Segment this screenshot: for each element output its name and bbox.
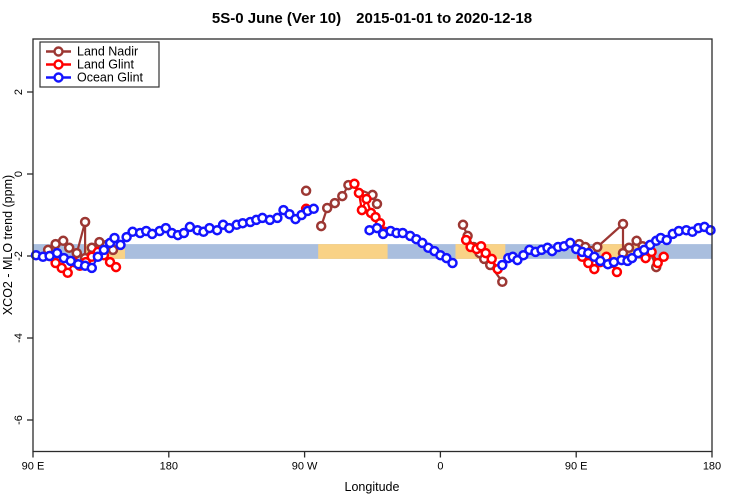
land-glint-point xyxy=(658,251,669,263)
legend-label-ocean-glint: Ocean Glint xyxy=(77,71,144,85)
legend-item-land-nadir: Land Nadir xyxy=(46,45,138,59)
ocean-glint-point xyxy=(371,222,383,234)
legend-item-land-glint: Land Glint xyxy=(46,58,135,72)
land-glint-point xyxy=(652,257,663,269)
ocean-glint-point xyxy=(109,232,120,244)
ocean-glint-point xyxy=(92,251,104,263)
land-glint-point xyxy=(110,261,122,273)
x-tick-label: 90 E xyxy=(565,461,588,473)
land-nadir-point xyxy=(63,242,75,254)
x-tick-label: 0 xyxy=(437,461,443,473)
ocean-glint-point xyxy=(661,234,672,246)
ocean-glint-point xyxy=(178,227,190,239)
y-tick-label: -2 xyxy=(13,251,25,261)
band-land-segment xyxy=(318,244,388,259)
ocean-glint-point xyxy=(705,224,716,236)
land-nadir-point xyxy=(337,190,348,202)
land-glint-point xyxy=(486,253,497,265)
land-nadir-point xyxy=(321,202,333,214)
land-nadir-point xyxy=(300,185,312,197)
land-glint-point xyxy=(356,204,368,216)
land-nadir-point xyxy=(315,220,327,232)
y-tick-label: -6 xyxy=(13,415,25,425)
land-nadir-point xyxy=(79,216,91,228)
land-glint-point xyxy=(583,257,594,269)
land-nadir-point xyxy=(623,242,635,254)
land-nadir-point xyxy=(57,235,69,247)
y-tick-label: -4 xyxy=(13,333,25,343)
land-nadir-point xyxy=(592,241,603,253)
x-tick-label: 90 E xyxy=(22,461,45,473)
legend-label-land-nadir: Land Nadir xyxy=(77,45,138,59)
ocean-glint-point xyxy=(115,239,126,251)
ocean-glint-point xyxy=(497,259,508,271)
y-axis-label: XCO2 - MLO trend (ppm) xyxy=(1,175,15,315)
ocean-glint-point xyxy=(98,244,110,256)
land-glint-point xyxy=(353,187,365,199)
land-nadir-point xyxy=(497,276,508,288)
ocean-glint-point xyxy=(308,203,319,215)
land-glint-point xyxy=(460,234,472,246)
land-nadir-point xyxy=(617,218,629,230)
land-nadir-point xyxy=(371,198,383,210)
land-nadir-point xyxy=(457,219,469,231)
plot-content: 90 E 180 90 W 0 90 E 180 2 0 -2 -4 -6 xyxy=(13,38,721,473)
land-nadir-legend-marker-icon xyxy=(53,46,64,57)
y-tick-label: 0 xyxy=(13,171,25,177)
x-tick-label: 180 xyxy=(160,461,178,473)
land-glint-point xyxy=(480,247,491,259)
land-glint-point xyxy=(589,263,600,275)
x-axis-label: Longitude xyxy=(345,480,400,494)
ocean-glint-point xyxy=(564,237,576,249)
ocean-glint-legend-marker-icon xyxy=(53,72,64,83)
land-glint-point xyxy=(62,267,73,279)
ocean-glint-point xyxy=(272,212,283,224)
ocean-glint-point xyxy=(51,247,63,259)
land-nadir-point xyxy=(329,197,341,209)
chart-title: 5S-0 June (Ver 10) 2015-01-01 to 2020-12… xyxy=(212,10,532,27)
x-tick-label: 90 W xyxy=(292,461,318,473)
legend: Land Nadir Land Glint Ocean Glint xyxy=(39,41,160,88)
land-glint-legend-marker-icon xyxy=(53,59,64,70)
land-glint-point xyxy=(361,193,372,205)
land-glint-point xyxy=(475,240,487,252)
plot-box xyxy=(32,38,713,453)
land-nadir-point xyxy=(71,247,83,259)
x-tick-label: 180 xyxy=(703,461,721,473)
land-glint-point xyxy=(349,178,360,190)
y-tick-label: 2 xyxy=(13,89,25,95)
legend-item-ocean-glint: Ocean Glint xyxy=(46,71,144,85)
ocean-glint-point xyxy=(86,262,98,274)
land-glint-point xyxy=(611,266,623,278)
legend-label-land-glint: Land Glint xyxy=(77,58,135,72)
ocean-glint-point xyxy=(447,257,458,269)
